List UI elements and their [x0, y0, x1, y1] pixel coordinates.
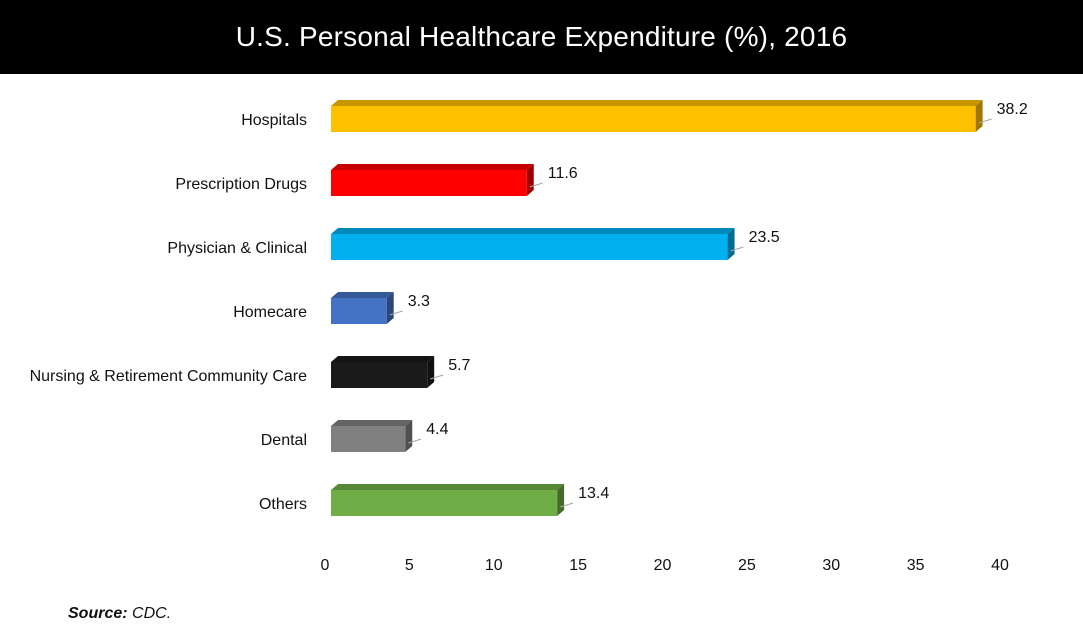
x-tick-label: 40: [991, 557, 1009, 574]
data-label-leader: [408, 438, 422, 444]
x-tick-label: 15: [569, 557, 587, 574]
bar-top-face: [331, 484, 565, 490]
x-tick-label: 25: [738, 557, 756, 574]
data-label-leader: [389, 310, 403, 316]
bar-top-face: [331, 164, 534, 170]
bar-top-face: [331, 228, 735, 234]
x-tick-label: 35: [907, 557, 925, 574]
bar-top-face: [331, 100, 983, 106]
bar: [331, 426, 406, 452]
data-label-leader: [559, 502, 574, 508]
category-label: Dental: [261, 432, 307, 449]
x-tick-label: 10: [485, 557, 503, 574]
bar: [331, 490, 558, 516]
x-tick-label: 5: [405, 557, 414, 574]
chart-title: U.S. Personal Healthcare Expenditure (%)…: [235, 21, 848, 52]
bar: [331, 298, 387, 324]
bar: [331, 362, 428, 388]
bar-side-face: [727, 228, 735, 260]
bar-top-face: [331, 420, 413, 426]
chart-title-bar: U.S. Personal Healthcare Expenditure (%)…: [0, 0, 1083, 74]
data-label-leader: [978, 118, 992, 124]
bar-side-face: [386, 292, 394, 324]
category-label: Physician & Clinical: [167, 240, 307, 257]
category-label: Nursing & Retirement Community Care: [30, 368, 308, 385]
source-label: Source:: [68, 605, 128, 622]
bar: [331, 234, 728, 260]
source-note: Source: CDC.: [68, 605, 171, 623]
data-label: 38.2: [997, 101, 1028, 118]
bar: [331, 106, 976, 132]
bar: [331, 170, 527, 196]
bar-top-face: [331, 292, 394, 298]
data-label-leader: [430, 374, 444, 380]
data-label: 11.6: [548, 165, 578, 182]
x-tick-label: 30: [822, 557, 840, 574]
data-label: 13.4: [578, 485, 609, 502]
bar-side-face: [427, 356, 435, 388]
category-label: Hospitals: [241, 112, 307, 129]
category-label: Homecare: [233, 304, 307, 321]
category-label: Prescription Drugs: [175, 176, 307, 193]
data-label: 4.4: [426, 421, 448, 438]
category-label: Others: [259, 496, 307, 513]
bar-side-face: [557, 484, 565, 516]
bar-side-face: [975, 100, 983, 132]
x-tick-label: 0: [321, 557, 330, 574]
data-label-leader: [730, 246, 744, 252]
data-label-leader: [529, 182, 543, 188]
bar-side-face: [405, 420, 413, 452]
source-text: CDC.: [127, 605, 172, 622]
bar-top-face: [331, 356, 435, 362]
bar-side-face: [526, 164, 534, 196]
x-tick-label: 20: [654, 557, 672, 574]
data-label: 3.3: [408, 293, 430, 310]
data-label: 5.7: [448, 357, 470, 374]
data-label: 23.5: [749, 229, 780, 246]
